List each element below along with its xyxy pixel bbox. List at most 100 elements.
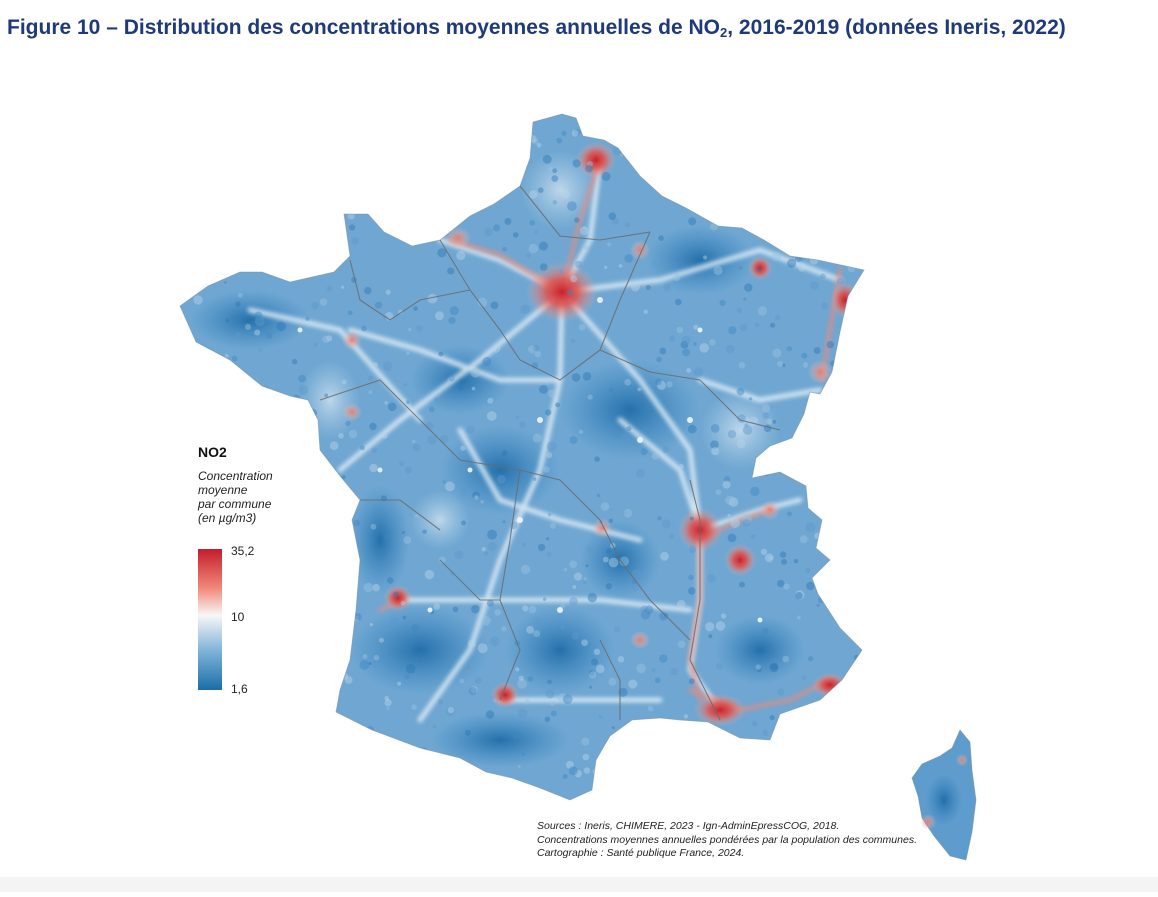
commune-cell: [348, 224, 356, 231]
commune-cell: [743, 114, 752, 123]
commune-cell: [827, 434, 837, 444]
commune-cell: [357, 780, 363, 785]
commune-cell: [386, 142, 393, 150]
commune-cell: [811, 719, 820, 728]
commune-cell: [477, 297, 488, 308]
region-borders: [319, 185, 781, 721]
commune-cell: [372, 583, 381, 592]
commune-cell: [797, 263, 807, 272]
commune-cell: [357, 205, 361, 210]
commune-cell: [755, 664, 761, 670]
commune-cell: [281, 538, 289, 545]
commune-cell: [528, 243, 538, 254]
commune-cell: [269, 559, 276, 565]
commune-cell: [645, 284, 651, 290]
commune-cell: [425, 421, 434, 430]
commune-cell: [782, 363, 786, 367]
commune-cell: [845, 537, 851, 544]
commune-cell: [225, 140, 231, 146]
commune-cell: [741, 766, 747, 772]
commune-cell: [805, 436, 814, 444]
commune-cell: [259, 145, 269, 155]
commune-cell: [270, 420, 279, 429]
title-main: Figure 10 – Distribution des concentrati…: [7, 16, 720, 39]
commune-cell: [359, 660, 370, 670]
commune-cell: [246, 250, 254, 258]
commune-cell: [733, 769, 740, 777]
hotspot-nice: [812, 673, 848, 697]
commune-cell: [651, 667, 656, 673]
commune-cell: [753, 118, 763, 128]
commune-cell: [187, 737, 197, 748]
commune-cell: [468, 686, 477, 696]
commune-cell: [751, 720, 758, 727]
commune-cell: [361, 325, 367, 332]
commune-cell: [601, 171, 611, 181]
commune-cell: [758, 757, 768, 767]
commune-cell: [744, 283, 753, 292]
commune-cell: [604, 265, 608, 270]
commune-cell: [583, 767, 591, 774]
commune-cell: [411, 704, 417, 710]
commune-cell: [481, 151, 487, 157]
commune-cell: [298, 385, 309, 395]
commune-cell: [414, 514, 419, 518]
commune-cell: [254, 311, 263, 320]
commune-cell: [693, 367, 704, 377]
commune-cell: [400, 600, 406, 606]
commune-cell: [547, 513, 552, 517]
commune-cell: [403, 536, 412, 544]
commune-cell: [686, 368, 692, 373]
commune-cell: [298, 174, 308, 184]
commune-cell: [572, 585, 577, 589]
commune-cell: [374, 145, 384, 155]
commune-cell: [744, 423, 748, 428]
commune-cell: [781, 558, 788, 565]
commune-cell: [256, 242, 266, 253]
commune-cell: [219, 244, 227, 252]
commune-cell: [653, 757, 661, 765]
commune-cell: [769, 715, 775, 721]
commune-cell: [469, 162, 473, 166]
commune-cell: [518, 675, 524, 681]
commune-cell: [532, 477, 537, 481]
commune-cell: [484, 227, 493, 237]
commune-cell: [412, 443, 421, 452]
commune-cell: [666, 381, 673, 388]
commune-cell: [248, 719, 257, 728]
commune-cell: [193, 161, 198, 166]
commune-cell: [543, 466, 550, 473]
commune-cell: [636, 468, 645, 478]
commune-cell: [790, 471, 799, 480]
commune-cell: [225, 318, 230, 323]
commune-cell: [657, 516, 662, 521]
commune-cell: [292, 394, 301, 403]
commune-cell: [521, 542, 526, 547]
commune-cell: [319, 672, 328, 680]
commune-cell: [455, 127, 465, 137]
commune-cell: [353, 519, 361, 527]
commune-cell: [502, 247, 507, 252]
commune-cell: [657, 380, 666, 390]
commune-cell: [272, 210, 280, 218]
commune-cell: [537, 543, 546, 552]
commune-cell: [545, 409, 552, 416]
commune-cell: [218, 765, 228, 775]
commune-cell: [651, 452, 660, 460]
commune-cell: [555, 402, 560, 408]
commune-cell: [587, 161, 593, 167]
commune-cell: [640, 161, 649, 169]
commune-cell: [454, 550, 464, 560]
commune-cell: [806, 581, 815, 591]
commune-cell: [852, 769, 863, 780]
commune-cell: [517, 764, 521, 768]
commune-cell: [654, 378, 662, 386]
commune-cell: [793, 559, 799, 564]
commune-cell: [206, 389, 212, 395]
commune-cell: [456, 250, 466, 261]
commune-cell: [745, 143, 749, 147]
commune-cell: [411, 131, 417, 137]
commune-cell: [244, 323, 252, 330]
commune-cell: [695, 806, 701, 812]
hotspot-rouen: [445, 227, 471, 249]
